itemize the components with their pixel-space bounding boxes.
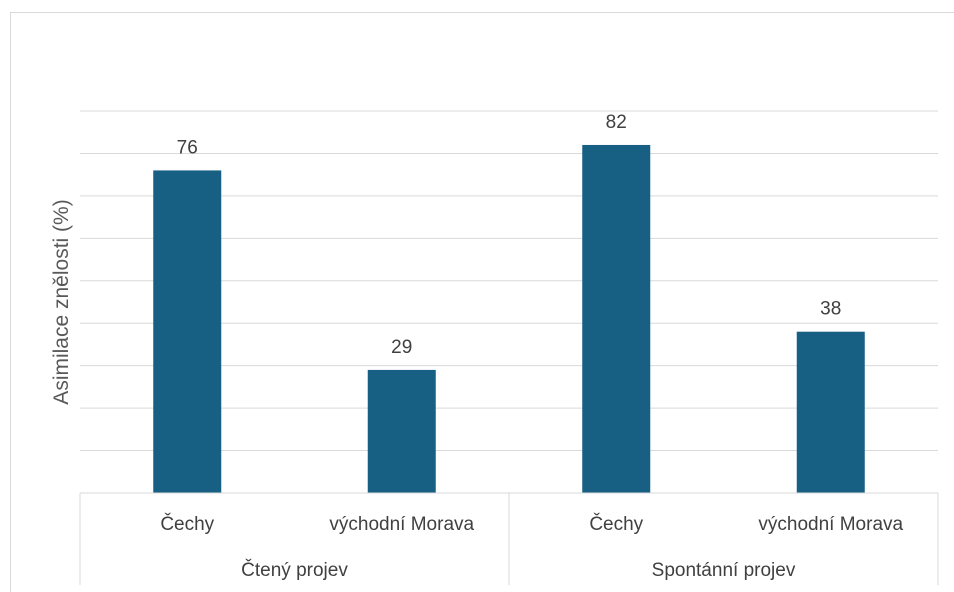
data-labels: 76 29 82 38: [177, 112, 842, 358]
y-axis-title: Asimilace znělosti (%): [50, 199, 73, 404]
x-axis: Čechy východní Morava Čtený projev Čechy výc…: [79, 492, 939, 585]
bar: [367, 369, 436, 493]
bar: [153, 170, 222, 493]
data-label: 29: [391, 337, 412, 358]
data-label: 76: [177, 137, 198, 158]
x-group-label: Čtený projev: [241, 559, 348, 581]
bar: [582, 144, 651, 493]
x-group-label: Spontánní projev: [652, 560, 796, 581]
bars: [153, 144, 865, 493]
data-label: 38: [820, 299, 841, 320]
data-label: 82: [606, 112, 627, 133]
x-tick-label: východní Morava: [329, 514, 474, 535]
x-tick-label: východní Morava: [758, 514, 903, 535]
gridlines: [80, 110, 938, 452]
bar: [796, 331, 865, 493]
chart-frame: [10, 12, 954, 592]
x-tick-label: Čechy: [160, 513, 214, 535]
x-tick-label: Čechy: [589, 513, 643, 535]
